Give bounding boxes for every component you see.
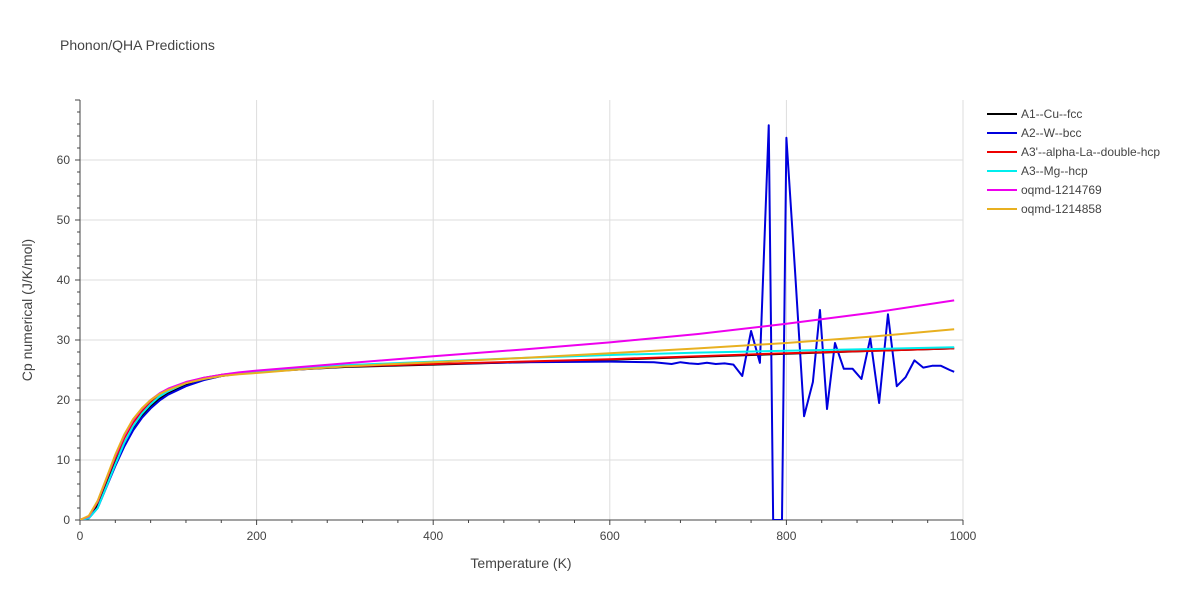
x-tick-label: 600 bbox=[600, 529, 620, 543]
y-tick-label: 50 bbox=[57, 213, 71, 227]
legend-item-5[interactable]: oqmd-1214858 bbox=[987, 202, 1102, 216]
y-axis-title: Cp numerical (J/K/mol) bbox=[19, 239, 35, 381]
series-line-4 bbox=[80, 299, 955, 520]
plot-area bbox=[80, 124, 955, 520]
legend[interactable]: A1--Cu--fcc A2--W--bcc A3'--alpha-La--doub… bbox=[987, 107, 1160, 216]
chart-title: Phonon/QHA Predictions bbox=[60, 37, 215, 53]
y-tick-label: 60 bbox=[57, 153, 71, 167]
series-line-3 bbox=[80, 346, 955, 520]
series-line-1 bbox=[80, 124, 955, 520]
legend-label: A3--Mg--hcp bbox=[1021, 164, 1088, 178]
series-line-5 bbox=[80, 328, 955, 520]
x-tick-label: 1000 bbox=[950, 529, 977, 543]
x-tick-label: 0 bbox=[77, 529, 84, 543]
legend-label: oqmd-1214858 bbox=[1021, 202, 1102, 216]
y-tick-label: 20 bbox=[57, 393, 71, 407]
y-tick-label: 0 bbox=[63, 513, 70, 527]
legend-label: A3'--alpha-La--double-hcp bbox=[1021, 145, 1160, 159]
legend-label: A1--Cu--fcc bbox=[1021, 107, 1082, 121]
legend-label: A2--W--bcc bbox=[1021, 126, 1081, 140]
legend-item-0[interactable]: A1--Cu--fcc bbox=[987, 107, 1082, 121]
legend-item-3[interactable]: A3--Mg--hcp bbox=[987, 164, 1088, 178]
y-tick-label: 30 bbox=[57, 333, 71, 347]
y-tick-label: 40 bbox=[57, 273, 71, 287]
legend-item-1[interactable]: A2--W--bcc bbox=[987, 126, 1081, 140]
series-line-0 bbox=[80, 347, 955, 520]
gridlines bbox=[80, 100, 964, 520]
x-tick-label: 800 bbox=[776, 529, 796, 543]
series-line-2 bbox=[80, 347, 955, 520]
legend-item-2[interactable]: A3'--alpha-La--double-hcp bbox=[987, 145, 1160, 159]
y-tick-label: 10 bbox=[57, 453, 71, 467]
legend-label: oqmd-1214769 bbox=[1021, 183, 1102, 197]
x-tick-label: 200 bbox=[247, 529, 267, 543]
axes: 0 200 400 600 800 1000 0 10 20 30 40 50 60 bbox=[57, 99, 977, 543]
legend-item-4[interactable]: oqmd-1214769 bbox=[987, 183, 1102, 197]
x-axis-title: Temperature (K) bbox=[470, 555, 571, 571]
x-tick-label: 400 bbox=[423, 529, 443, 543]
